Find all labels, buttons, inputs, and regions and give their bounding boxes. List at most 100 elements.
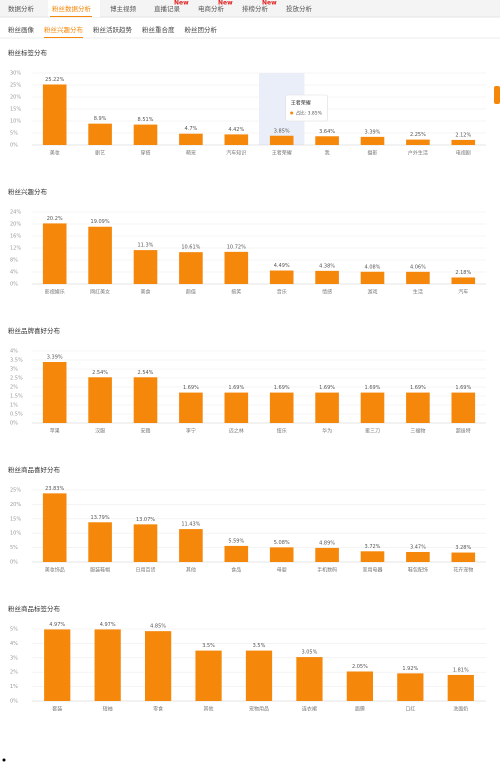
y-tick-label: 12% bbox=[10, 246, 21, 252]
sub-tab[interactable]: 粉丝重合度 bbox=[142, 25, 175, 34]
y-tick-label: 0.5% bbox=[10, 412, 23, 418]
value-label: 3.39% bbox=[47, 354, 63, 360]
x-tick-label: 连衣裙 bbox=[302, 706, 317, 713]
bar bbox=[269, 270, 294, 284]
x-tick-label: 服装鞋帽 bbox=[90, 567, 110, 574]
tooltip-dot bbox=[290, 111, 294, 115]
x-tick-label: 蜜三刀 bbox=[365, 428, 380, 435]
x-tick-label: 电视剧 bbox=[456, 150, 471, 157]
x-tick-label: 情感 bbox=[322, 289, 332, 296]
value-label: 2.12% bbox=[455, 132, 471, 138]
x-tick-label: 花卉宠物 bbox=[453, 567, 473, 574]
y-tick-label: 4% bbox=[10, 349, 18, 355]
x-tick-label: 华为 bbox=[322, 428, 332, 435]
bar bbox=[179, 133, 203, 145]
active-tab bbox=[48, 0, 100, 17]
value-label: 3.72% bbox=[365, 544, 381, 550]
bar bbox=[224, 545, 249, 562]
nav-tab[interactable]: 电商分析 bbox=[198, 4, 225, 13]
sub-tab[interactable]: 粉丝活跃趋势 bbox=[93, 25, 133, 34]
nav-tab[interactable]: 粉丝数据分析 bbox=[52, 4, 92, 13]
value-label: 3.85% bbox=[274, 128, 290, 134]
x-tick-label: 摄影 bbox=[367, 150, 377, 157]
value-label: 1.69% bbox=[274, 385, 290, 391]
x-tick-label: 短袖 bbox=[103, 706, 113, 713]
value-label: 4.49% bbox=[274, 263, 290, 269]
bar bbox=[133, 124, 158, 145]
nav-tab[interactable]: 投放分析 bbox=[286, 4, 313, 13]
bar bbox=[245, 650, 273, 701]
x-tick-label: 套装 bbox=[52, 706, 62, 713]
nav-tab[interactable]: 排榜分析 bbox=[242, 4, 269, 13]
x-tick-label: 王者荣耀 bbox=[272, 150, 292, 157]
bar bbox=[179, 252, 203, 284]
sub-tab[interactable]: 粉丝团分析 bbox=[185, 25, 218, 34]
bar bbox=[406, 139, 430, 145]
bar bbox=[179, 529, 203, 562]
value-label: 2.54% bbox=[138, 370, 154, 376]
bar bbox=[451, 552, 476, 562]
side-handle[interactable] bbox=[494, 86, 500, 104]
bar bbox=[360, 271, 385, 284]
bar bbox=[133, 377, 158, 423]
bar bbox=[451, 139, 476, 145]
nav-tab[interactable]: 数据分析 bbox=[8, 4, 35, 13]
chart-title: 粉丝商品标签分布 bbox=[8, 604, 61, 613]
y-tick-label: 16% bbox=[10, 234, 21, 240]
x-tick-label: 口红 bbox=[405, 706, 415, 713]
value-label: 4.08% bbox=[365, 264, 381, 270]
bar bbox=[88, 377, 112, 423]
sub-tab[interactable]: 粉丝画像 bbox=[8, 25, 35, 34]
tooltip bbox=[285, 94, 329, 122]
y-tick-label: 10% bbox=[10, 531, 21, 537]
x-tick-label: 游戏 bbox=[367, 289, 377, 296]
x-tick-label: 面膜 bbox=[355, 706, 365, 713]
y-tick-label: 5% bbox=[10, 627, 18, 633]
sub-tab[interactable]: 粉丝兴趣分布 bbox=[44, 25, 84, 34]
bar bbox=[269, 392, 294, 423]
x-tick-label: 安踏 bbox=[140, 428, 150, 435]
bar bbox=[451, 277, 476, 284]
value-label: 5.08% bbox=[274, 540, 290, 546]
bar bbox=[44, 629, 71, 701]
value-label: 4.38% bbox=[319, 263, 335, 269]
x-tick-label: 我 bbox=[325, 150, 330, 157]
chart-title: 粉丝品牌喜好分布 bbox=[8, 326, 61, 335]
y-tick-label: 8% bbox=[10, 258, 18, 264]
value-label: 1.69% bbox=[183, 385, 199, 391]
value-label: 2.25% bbox=[410, 132, 426, 138]
x-tick-label: 颜值 bbox=[186, 289, 196, 296]
bar bbox=[42, 361, 67, 423]
nav-tab[interactable]: 直播记录 bbox=[154, 4, 181, 13]
value-label: 2.18% bbox=[455, 270, 471, 276]
bar bbox=[269, 135, 294, 145]
bar bbox=[406, 271, 430, 284]
x-tick-label: 零食 bbox=[153, 706, 163, 713]
value-label: 1.69% bbox=[455, 385, 471, 391]
bar bbox=[224, 392, 249, 423]
y-tick-label: 0% bbox=[10, 560, 18, 566]
bar bbox=[397, 673, 424, 701]
x-tick-label: 三福物 bbox=[410, 428, 425, 435]
value-label: 19.09% bbox=[91, 219, 110, 225]
value-label: 13.07% bbox=[136, 517, 155, 523]
bar bbox=[315, 547, 339, 562]
value-label: 11.3% bbox=[138, 243, 154, 249]
bar bbox=[144, 631, 172, 701]
bar bbox=[42, 493, 67, 562]
value-label: 3.05% bbox=[301, 650, 317, 656]
x-tick-label: 网红美女 bbox=[90, 289, 110, 296]
value-label: 2.54% bbox=[92, 370, 108, 376]
value-label: 4.42% bbox=[228, 127, 244, 133]
x-tick-label: 生活 bbox=[413, 289, 423, 296]
bar bbox=[315, 392, 339, 423]
x-tick-label: 户外生活 bbox=[408, 150, 428, 157]
new-badge: New bbox=[174, 0, 189, 7]
value-label: 11.43% bbox=[181, 522, 200, 528]
y-tick-label: 3.5% bbox=[10, 358, 23, 364]
value-label: 2.05% bbox=[352, 664, 368, 670]
y-tick-label: 2% bbox=[10, 670, 18, 676]
bar bbox=[315, 136, 339, 145]
nav-tab[interactable]: 博主视频 bbox=[110, 4, 137, 13]
